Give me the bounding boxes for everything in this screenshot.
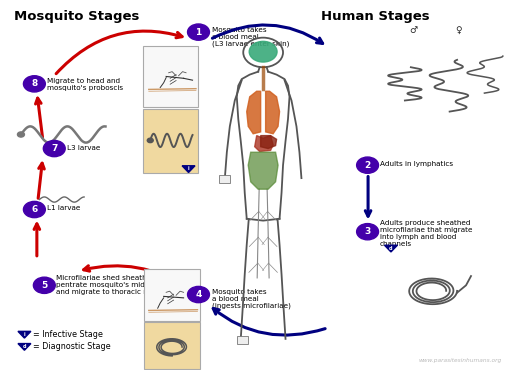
Polygon shape (248, 152, 277, 189)
Text: Mosquito takes
a blood meal
(L3 larvae enter skin): Mosquito takes a blood meal (L3 larvae e… (212, 27, 289, 47)
FancyBboxPatch shape (143, 109, 198, 173)
Text: = Infective Stage: = Infective Stage (33, 329, 102, 339)
Text: i: i (187, 166, 189, 171)
Circle shape (356, 157, 378, 173)
Text: d: d (388, 246, 392, 251)
Text: 5: 5 (41, 281, 47, 290)
Text: Human Stages: Human Stages (320, 10, 429, 23)
Circle shape (249, 41, 276, 62)
FancyBboxPatch shape (237, 335, 248, 344)
Text: Adults in lymphatics: Adults in lymphatics (379, 161, 452, 167)
Text: Mosquito takes
a blood meal
(ingests microfilariae): Mosquito takes a blood meal (ingests mic… (212, 289, 290, 309)
Text: 4: 4 (195, 290, 201, 299)
FancyBboxPatch shape (144, 269, 200, 321)
Text: 3: 3 (364, 227, 370, 236)
Polygon shape (18, 331, 31, 338)
Circle shape (17, 132, 24, 137)
Text: 7: 7 (51, 144, 58, 153)
Polygon shape (260, 136, 276, 148)
Text: i: i (23, 332, 25, 337)
Text: Mosquito Stages: Mosquito Stages (14, 10, 139, 23)
Text: www.parasitesinhumans.org: www.parasitesinhumans.org (418, 358, 501, 363)
Polygon shape (246, 91, 260, 134)
Text: 2: 2 (364, 161, 370, 170)
Circle shape (187, 286, 209, 303)
Text: 1: 1 (195, 27, 201, 37)
Text: ♂: ♂ (409, 26, 417, 35)
FancyBboxPatch shape (219, 175, 230, 183)
Circle shape (43, 140, 65, 157)
Text: Microfilariae shed sheaths,
pentrate mosquito's midgut,
and migrate to thoracic : Microfilariae shed sheaths, pentrate mos… (55, 275, 173, 295)
Text: L3 larvae: L3 larvae (67, 145, 100, 151)
Text: 8: 8 (31, 79, 38, 88)
Circle shape (147, 138, 153, 142)
Polygon shape (18, 344, 31, 350)
Text: 6: 6 (31, 205, 38, 214)
Circle shape (33, 277, 55, 293)
FancyBboxPatch shape (144, 322, 200, 369)
Text: ♀: ♀ (455, 26, 461, 35)
Polygon shape (265, 91, 279, 134)
FancyBboxPatch shape (143, 46, 198, 107)
Polygon shape (384, 245, 397, 252)
Text: Migrate to head and
mosquito's proboscis: Migrate to head and mosquito's proboscis (47, 78, 123, 91)
Polygon shape (182, 166, 194, 173)
Text: d: d (22, 344, 26, 349)
Polygon shape (254, 136, 272, 151)
Circle shape (187, 24, 209, 40)
Text: L1 larvae: L1 larvae (47, 206, 80, 211)
Circle shape (23, 201, 45, 218)
Circle shape (23, 76, 45, 92)
Text: = Diagnostic Stage: = Diagnostic Stage (33, 342, 110, 351)
Circle shape (356, 224, 378, 240)
Text: Adults produce sheathed
microfilariae that migrate
into lymph and blood
channels: Adults produce sheathed microfilariae th… (379, 220, 471, 246)
